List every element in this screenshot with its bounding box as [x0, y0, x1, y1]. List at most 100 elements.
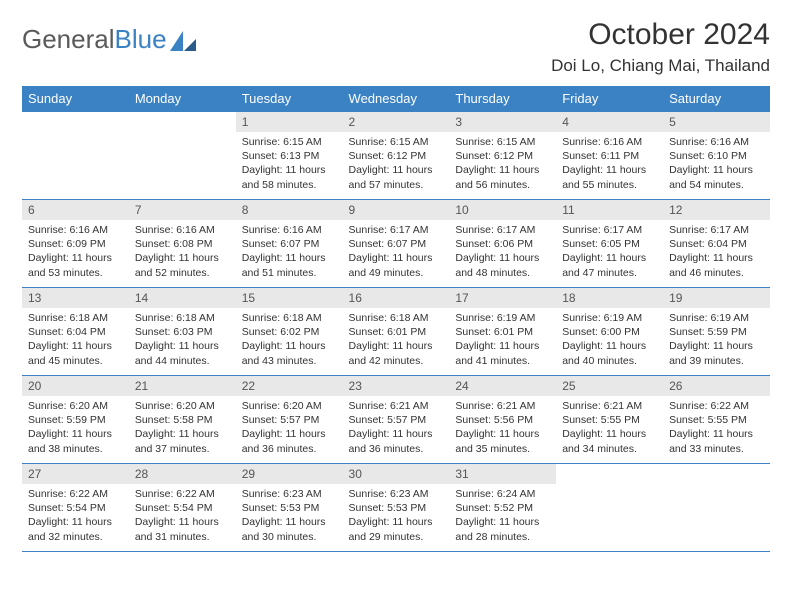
sunset-value: 6:08 PM [173, 238, 212, 250]
sunrise-value: 6:24 AM [497, 488, 536, 500]
day-number: 9 [343, 200, 450, 220]
daylight-label: Daylight: [455, 252, 499, 264]
sunset-value: 6:04 PM [67, 326, 106, 338]
page-header: GeneralBlue October 2024 Doi Lo, Chiang … [22, 18, 770, 76]
day-number: 15 [236, 288, 343, 308]
sunrise-label: Sunrise: [562, 400, 603, 412]
sunrise-value: 6:20 AM [176, 400, 215, 412]
sunset-label: Sunset: [562, 326, 601, 338]
sunset-label: Sunset: [349, 150, 388, 162]
sunset-label: Sunset: [455, 150, 494, 162]
daylight-label: Daylight: [135, 428, 179, 440]
day-cell: 31Sunrise: 6:24 AMSunset: 5:52 PMDayligh… [449, 464, 556, 552]
day-number: 14 [129, 288, 236, 308]
day-number: 13 [22, 288, 129, 308]
daylight-label: Daylight: [349, 428, 393, 440]
sunrise-label: Sunrise: [28, 400, 69, 412]
logo: GeneralBlue [22, 18, 196, 55]
day-details: Sunrise: 6:16 AMSunset: 6:07 PMDaylight:… [236, 220, 343, 284]
month-title: October 2024 [551, 18, 770, 52]
sunrise-value: 6:22 AM [711, 400, 750, 412]
day-details: Sunrise: 6:15 AMSunset: 6:12 PMDaylight:… [343, 132, 450, 196]
day-number: 31 [449, 464, 556, 484]
sunset-value: 5:59 PM [67, 414, 106, 426]
sunrise-value: 6:17 AM [497, 224, 536, 236]
sunset-value: 6:13 PM [280, 150, 319, 162]
sunrise-value: 6:16 AM [283, 224, 322, 236]
sunset-label: Sunset: [669, 414, 708, 426]
logo-sail-icon [170, 31, 196, 51]
day-cell: 21Sunrise: 6:20 AMSunset: 5:58 PMDayligh… [129, 376, 236, 464]
day-number: 25 [556, 376, 663, 396]
day-cell: 2Sunrise: 6:15 AMSunset: 6:12 PMDaylight… [343, 112, 450, 200]
day-details: Sunrise: 6:18 AMSunset: 6:03 PMDaylight:… [129, 308, 236, 372]
sunset-value: 5:52 PM [494, 502, 533, 514]
sunset-label: Sunset: [135, 414, 174, 426]
sunset-value: 5:53 PM [387, 502, 426, 514]
sunrise-label: Sunrise: [242, 224, 283, 236]
day-details: Sunrise: 6:22 AMSunset: 5:54 PMDaylight:… [129, 484, 236, 548]
day-header: Sunday [22, 86, 129, 112]
sunset-value: 5:53 PM [280, 502, 319, 514]
day-header: Wednesday [343, 86, 450, 112]
sunrise-label: Sunrise: [455, 224, 496, 236]
sunrise-value: 6:16 AM [711, 136, 750, 148]
day-number: 28 [129, 464, 236, 484]
sunrise-value: 6:16 AM [176, 224, 215, 236]
sunrise-value: 6:21 AM [604, 400, 643, 412]
sunset-value: 6:03 PM [173, 326, 212, 338]
sunset-value: 5:56 PM [494, 414, 533, 426]
sunrise-value: 6:21 AM [497, 400, 536, 412]
sunset-value: 5:54 PM [67, 502, 106, 514]
sunset-label: Sunset: [28, 326, 67, 338]
sunrise-value: 6:15 AM [390, 136, 429, 148]
sunrise-label: Sunrise: [562, 312, 603, 324]
day-cell: 11Sunrise: 6:17 AMSunset: 6:05 PMDayligh… [556, 200, 663, 288]
day-number: 30 [343, 464, 450, 484]
day-number: 10 [449, 200, 556, 220]
daylight-label: Daylight: [562, 340, 606, 352]
day-cell: 22Sunrise: 6:20 AMSunset: 5:57 PMDayligh… [236, 376, 343, 464]
day-number: 17 [449, 288, 556, 308]
sunrise-label: Sunrise: [669, 136, 710, 148]
sunrise-value: 6:17 AM [390, 224, 429, 236]
daylight-label: Daylight: [28, 252, 72, 264]
sunrise-label: Sunrise: [455, 488, 496, 500]
day-details: Sunrise: 6:16 AMSunset: 6:08 PMDaylight:… [129, 220, 236, 284]
sunset-value: 5:57 PM [280, 414, 319, 426]
sunrise-label: Sunrise: [28, 224, 69, 236]
day-cell: 28Sunrise: 6:22 AMSunset: 5:54 PMDayligh… [129, 464, 236, 552]
daylight-label: Daylight: [28, 516, 72, 528]
day-details: Sunrise: 6:17 AMSunset: 6:07 PMDaylight:… [343, 220, 450, 284]
day-cell: 10Sunrise: 6:17 AMSunset: 6:06 PMDayligh… [449, 200, 556, 288]
day-number: 20 [22, 376, 129, 396]
sunset-label: Sunset: [669, 326, 708, 338]
day-details: Sunrise: 6:18 AMSunset: 6:04 PMDaylight:… [22, 308, 129, 372]
day-cell: 8Sunrise: 6:16 AMSunset: 6:07 PMDaylight… [236, 200, 343, 288]
sunrise-label: Sunrise: [349, 312, 390, 324]
week-row: 20Sunrise: 6:20 AMSunset: 5:59 PMDayligh… [22, 376, 770, 464]
daylight-label: Daylight: [242, 164, 286, 176]
sunset-label: Sunset: [242, 150, 281, 162]
day-cell: 4Sunrise: 6:16 AMSunset: 6:11 PMDaylight… [556, 112, 663, 200]
daylight-label: Daylight: [669, 164, 713, 176]
sunrise-value: 6:17 AM [604, 224, 643, 236]
day-number: 5 [663, 112, 770, 132]
day-cell: 25Sunrise: 6:21 AMSunset: 5:55 PMDayligh… [556, 376, 663, 464]
sunrise-label: Sunrise: [28, 488, 69, 500]
sunrise-value: 6:18 AM [176, 312, 215, 324]
day-cell: 23Sunrise: 6:21 AMSunset: 5:57 PMDayligh… [343, 376, 450, 464]
sunrise-value: 6:23 AM [283, 488, 322, 500]
day-details: Sunrise: 6:21 AMSunset: 5:57 PMDaylight:… [343, 396, 450, 460]
day-details: Sunrise: 6:16 AMSunset: 6:10 PMDaylight:… [663, 132, 770, 196]
day-number: 19 [663, 288, 770, 308]
logo-text-blue: Blue [115, 24, 167, 55]
day-details: Sunrise: 6:24 AMSunset: 5:52 PMDaylight:… [449, 484, 556, 548]
sunrise-value: 6:19 AM [497, 312, 536, 324]
sunrise-label: Sunrise: [242, 400, 283, 412]
sunset-label: Sunset: [135, 326, 174, 338]
sunrise-label: Sunrise: [135, 400, 176, 412]
day-number: 29 [236, 464, 343, 484]
sunrise-value: 6:18 AM [69, 312, 108, 324]
sunset-value: 6:10 PM [708, 150, 747, 162]
